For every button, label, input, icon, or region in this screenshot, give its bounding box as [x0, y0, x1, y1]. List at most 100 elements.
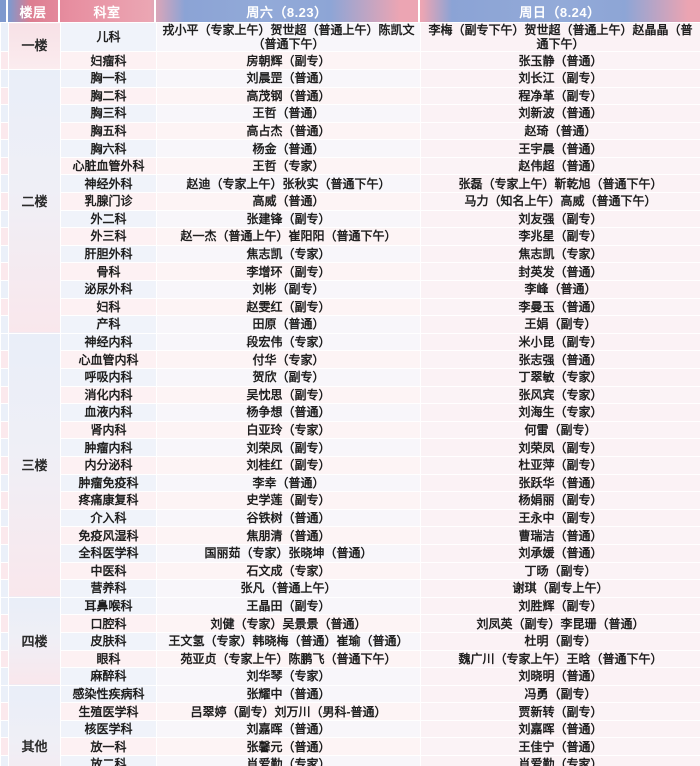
department-cell: 胸五科: [60, 121, 157, 141]
department-cell: 骨科: [60, 262, 157, 282]
floor-cell: 其他: [8, 684, 61, 766]
sunday-cell: 刘新波（普通）: [420, 104, 700, 123]
table-row: 泌尿外科 刘彬（副专） 李峰（普通）: [0, 280, 700, 299]
table-row: 外三科 赵一杰（普通上午）崔阳阳（普通下午） 李兆星（副专）: [0, 227, 700, 246]
edge-strip-cell: [0, 403, 9, 422]
department-cell: 儿科: [60, 21, 157, 53]
department-cell: 麻醉科: [60, 667, 157, 686]
table-row: 麻醉科 刘华琴（专家） 刘晓明（普通）: [0, 667, 700, 686]
sunday-cell: 马力（知名上午）高威（普通下午）: [420, 192, 700, 211]
department-cell: 内分泌科: [60, 455, 157, 475]
table-row: 乳腺门诊 高威（普通） 马力（知名上午）高威（普通下午）: [0, 192, 700, 211]
table-row: 免疫风湿科 焦朋清（普通） 曹瑞洁（普通）: [0, 526, 700, 545]
sunday-cell: 赵琦（普通）: [420, 121, 700, 141]
sunday-cell: 刘友强（副专）: [420, 209, 700, 229]
department-cell: 妇瘤科: [60, 51, 157, 70]
table-row: 产科 田原（普通） 王娟（副专）: [0, 315, 700, 334]
edge-strip-cell: [0, 315, 9, 334]
sunday-cell: 王永中（副专）: [420, 508, 700, 528]
sunday-cell: 刘晓明（普通）: [420, 667, 700, 686]
saturday-cell: 刘嘉晖（普通）: [156, 719, 421, 739]
edge-strip-cell: [0, 614, 9, 633]
saturday-cell: 刘健（专家）吴景景（普通）: [156, 614, 421, 633]
edge-strip-cell: [0, 543, 9, 563]
table-row: 介入科 谷铁树（普通） 王永中（副专）: [0, 508, 700, 528]
sunday-cell: 米小昆（副专）: [420, 332, 700, 352]
sunday-cell: 曹瑞洁（普通）: [420, 526, 700, 545]
saturday-cell: 王文氢（专家）韩晓梅（普通）崔瑜（普通）: [156, 631, 421, 651]
department-cell: 血液内科: [60, 403, 157, 422]
floor-cell: 一楼: [8, 22, 61, 70]
saturday-cell: 杨争想（普通）: [156, 403, 421, 422]
saturday-cell: 房朝辉（副专）: [156, 51, 421, 70]
sunday-cell: 贾新转（副专）: [420, 702, 700, 721]
department-cell: 感染性疾病科: [60, 684, 157, 704]
edge-strip-cell: [0, 596, 9, 616]
sunday-cell: 刘长江（副专）: [420, 68, 700, 88]
sunday-cell: 张玉静（普通）: [420, 51, 700, 70]
table-row: 中医科 石文成（专家） 丁旸（副专）: [0, 561, 700, 581]
table-row: 一楼 儿科 戎小平（专家上午）贺世超（普通上午）陈凯文（普通下午） 李梅（副专下午）贺…: [0, 21, 700, 70]
department-cell: 胸一科: [60, 68, 157, 88]
saturday-cell: 肖爱勤（专家）: [156, 755, 421, 766]
sunday-cell: 封英发（普通）: [420, 262, 700, 282]
table-row: 心血管内科 付华（专家） 张志强（普通）: [0, 350, 700, 369]
department-cell: 产科: [60, 315, 157, 334]
edge-strip-cell: [0, 455, 9, 475]
table-row: 皮肤科 王文氢（专家）韩晓梅（普通）崔瑜（普通） 杜明（副专）: [0, 631, 700, 651]
edge-strip-cell: [0, 491, 9, 510]
saturday-cell: 石文成（专家）: [156, 561, 421, 581]
saturday-cell: 赵迪（专家上午）张秋实（普通下午）: [156, 174, 421, 194]
edge-strip-cell: [0, 192, 9, 211]
saturday-cell: 国丽茹（专家）张晓坤（普通）: [156, 543, 421, 563]
edge-strip-cell: [0, 755, 9, 766]
saturday-cell: 焦志凯（专家）: [156, 244, 421, 264]
edge-strip-cell: [0, 473, 9, 493]
table-row: 胸三科 王哲（普通） 刘新波（普通）: [0, 104, 700, 123]
sunday-cell: 王娟（副专）: [420, 315, 700, 334]
department-cell: 疼痛康复科: [60, 491, 157, 510]
edge-strip-cell: [0, 350, 9, 369]
table-row: 外二科 张建锋（副专） 刘友强（副专）: [0, 209, 700, 229]
table-row: 营养科 张凡（普通上午） 谢琪（副专上午）: [0, 579, 700, 598]
edge-strip-cell: [0, 719, 9, 739]
edge-strip-cell: [0, 579, 9, 598]
edge-strip-cell: [0, 368, 9, 387]
sunday-cell: 魏广川（专家上午）王晗（普通下午）: [420, 649, 700, 669]
sunday-cell: 杨娟丽（副专）: [420, 491, 700, 510]
department-cell: 胸六科: [60, 139, 157, 158]
edge-strip-cell: [0, 737, 9, 757]
sunday-cell: 丁旸（副专）: [420, 561, 700, 581]
table-row: 消化内科 吴忱思（副专） 张风宾（专家）: [0, 385, 700, 405]
saturday-cell: 杨金（普通）: [156, 139, 421, 158]
edge-strip-cell: [0, 262, 9, 282]
sunday-cell: 刘荣凤（副专）: [420, 438, 700, 457]
department-cell: 妇科: [60, 297, 157, 317]
edge-strip-cell: [0, 332, 9, 352]
header-sunday: 周日（8.24）: [519, 4, 601, 20]
floor-cell: 二楼: [8, 68, 61, 334]
saturday-cell: 刘华琴（专家）: [156, 667, 421, 686]
department-cell: 生殖医学科: [60, 702, 157, 721]
saturday-cell: 刘荣凤（副专）: [156, 438, 421, 457]
sunday-cell: 王佳宁（普通）: [420, 737, 700, 757]
saturday-cell: 苑亚贞（专家上午）陈鹏飞（普通下午）: [156, 649, 421, 669]
table-row: 妇瘤科 房朝辉（副专） 张玉静（普通）: [0, 51, 700, 70]
table-row: 胸五科 高占杰（普通） 赵琦（普通）: [0, 121, 700, 141]
saturday-cell: 王哲（普通）: [156, 104, 421, 123]
department-cell: 呼吸内科: [60, 368, 157, 387]
edge-strip-cell: [0, 68, 9, 88]
table-row: 骨科 李增环（副专） 封英发（普通）: [0, 262, 700, 282]
saturday-cell: 刘桂红（副专）: [156, 455, 421, 475]
department-cell: 免疫风湿科: [60, 526, 157, 545]
table-header-row: 楼层 科室 周六（8.23） 周日（8.24）: [0, 0, 700, 22]
table-row: 放二科 肖爱勤（专家） 肖爱勤（专家）: [0, 755, 700, 766]
department-cell: 乳腺门诊: [60, 192, 157, 211]
edge-strip-cell: [0, 649, 9, 669]
edge-strip-cell: [0, 508, 9, 528]
edge-strip-cell: [0, 684, 9, 704]
edge-strip-cell: [0, 156, 9, 176]
sunday-cell: 张磊（专家上午）靳乾旭（普通下午）: [420, 174, 700, 194]
sunday-cell: 谢琪（副专上午）: [420, 579, 700, 598]
table-row: 心脏血管外科 王哲（专家） 赵伟超（普通）: [0, 156, 700, 176]
